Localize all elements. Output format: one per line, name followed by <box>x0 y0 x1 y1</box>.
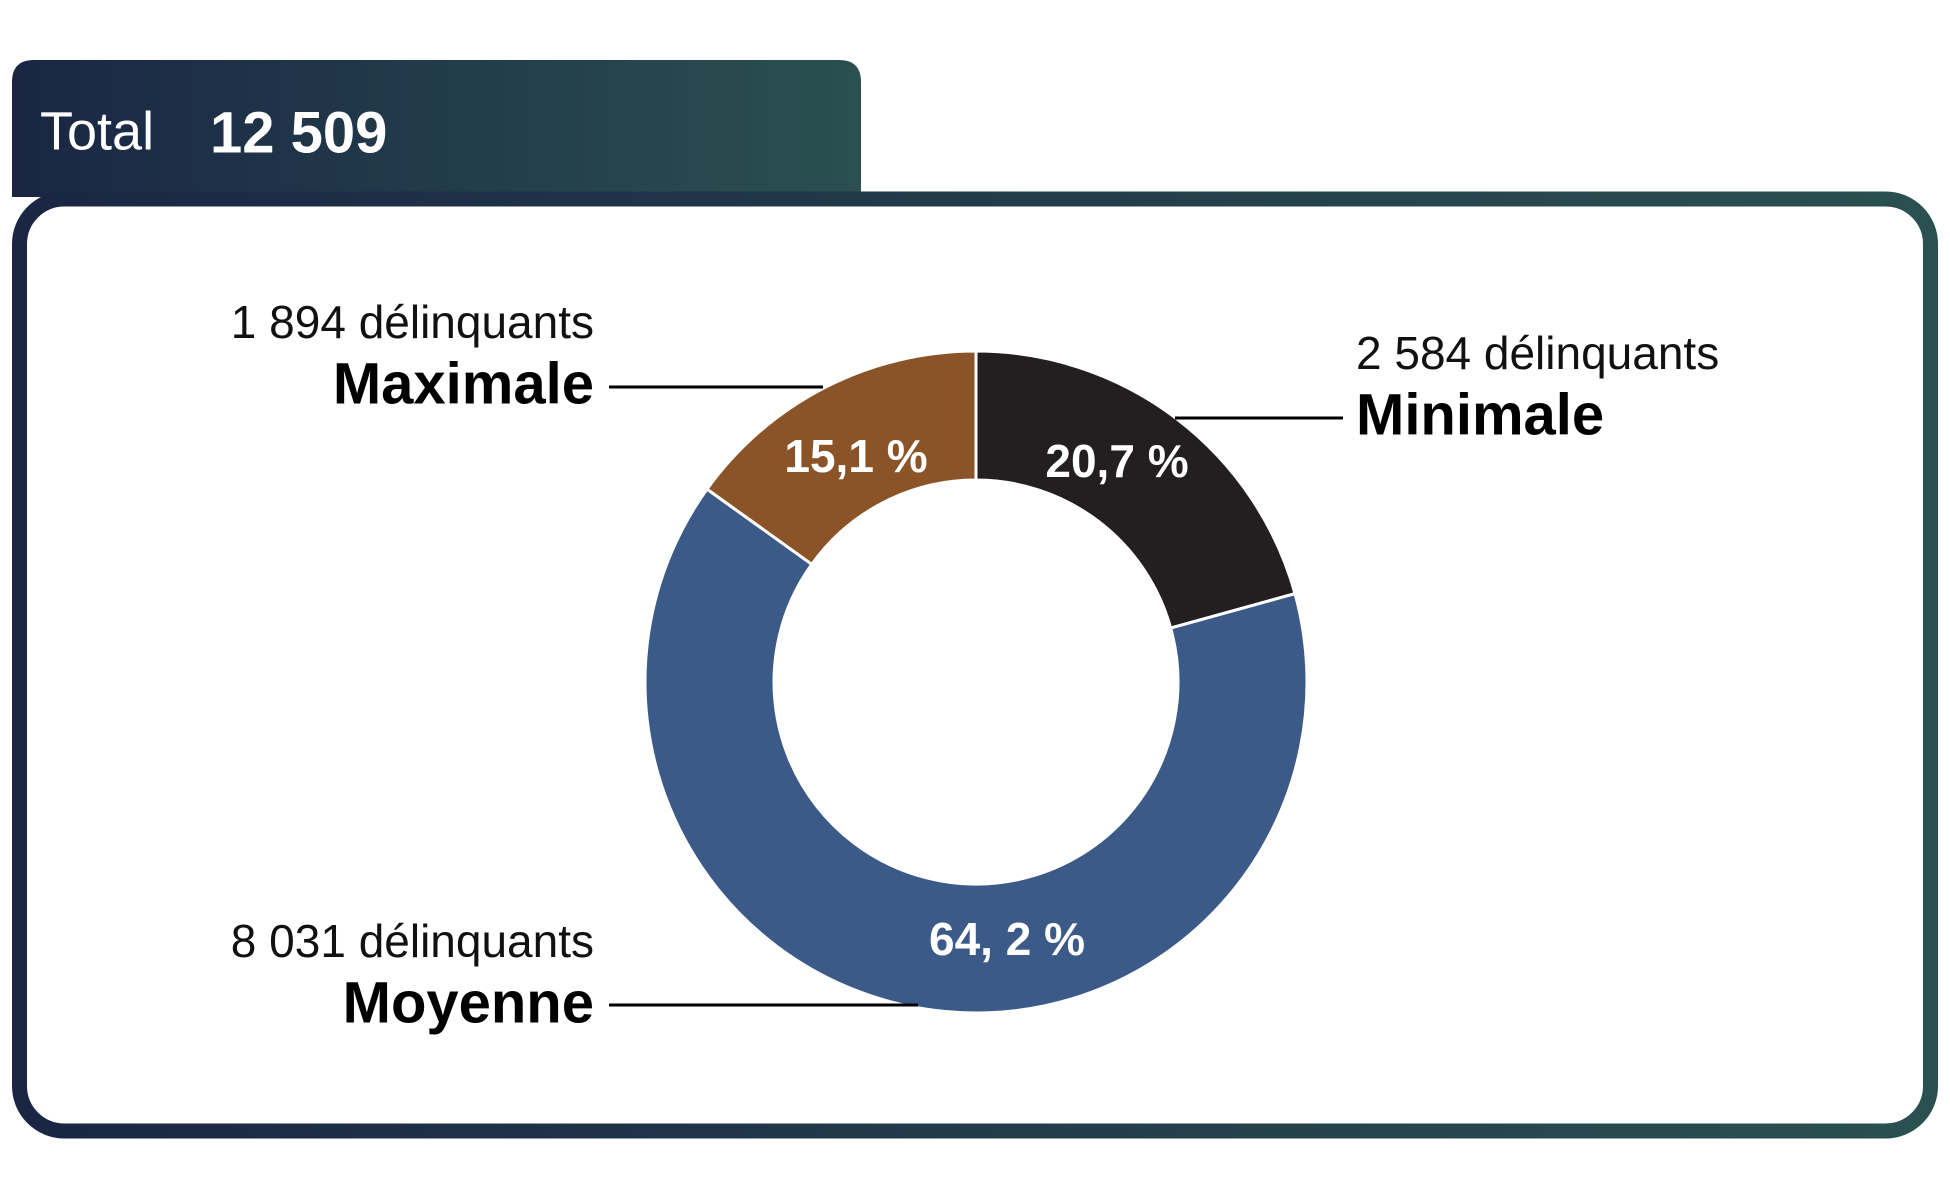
total-label: Total <box>40 101 154 161</box>
category-label: Maximale <box>333 351 594 416</box>
count-label: 8 031 délinquants <box>231 915 594 967</box>
slice-value-label: 64, 2 % <box>929 913 1085 965</box>
header-tab <box>12 60 861 197</box>
count-label: 1 894 délinquants <box>231 296 594 348</box>
count-label: 2 584 délinquants <box>1356 327 1719 379</box>
donut-slice <box>704 349 978 567</box>
content-frame <box>12 191 1938 1139</box>
category-label: Moyenne <box>343 970 594 1035</box>
donut-slice <box>974 349 1297 630</box>
total-value: 12 509 <box>210 100 387 165</box>
donut-slice <box>643 487 1309 1015</box>
slice-value-label: 15,1 % <box>784 430 927 482</box>
category-label: Minimale <box>1356 382 1604 447</box>
slice-value-label: 20,7 % <box>1045 435 1188 487</box>
